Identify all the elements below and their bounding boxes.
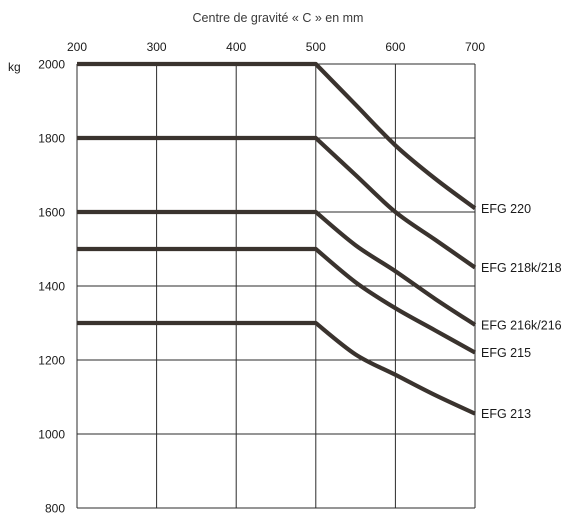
- x-tick-label-300: 300: [147, 40, 167, 54]
- x-tick-label-200: 200: [67, 40, 87, 54]
- series-line-0: [77, 61, 477, 210]
- y-tick-labels: 800 1000 1200 1400 1600 1800 2000: [38, 58, 65, 516]
- series-label-2: EFG 216k/216: [481, 318, 562, 332]
- series-line-4: [77, 320, 476, 416]
- y-axis-unit-label: kg: [8, 60, 21, 74]
- y-tick-label-1000: 1000: [38, 428, 65, 442]
- x-tick-label-700: 700: [465, 40, 485, 54]
- series-labels: EFG 220 EFG 218k/218 EFG 216k/216 EFG 215 EF…: [481, 202, 562, 421]
- x-tick-label-400: 400: [226, 40, 246, 54]
- y-tick-label-800: 800: [45, 502, 65, 516]
- y-tick-label-1600: 1600: [38, 206, 65, 220]
- series-label-1: EFG 218k/218: [481, 261, 562, 275]
- series-line-3: [77, 246, 477, 355]
- series-label-3: EFG 215: [481, 346, 531, 360]
- series-line-2: [77, 209, 477, 327]
- series-label-0: EFG 220: [481, 202, 531, 216]
- x-axis-title: Centre de gravité « C » en mm: [193, 11, 364, 25]
- series-line-1: [77, 135, 477, 270]
- x-tick-label-500: 500: [306, 40, 326, 54]
- series-lines: [77, 61, 477, 416]
- y-tick-label-1200: 1200: [38, 354, 65, 368]
- x-tick-labels: 200 300 400 500 600 700: [67, 40, 485, 54]
- series-label-4: EFG 213: [481, 407, 531, 421]
- y-tick-label-1800: 1800: [38, 132, 65, 146]
- y-tick-label-2000: 2000: [38, 58, 65, 72]
- x-tick-label-600: 600: [385, 40, 405, 54]
- y-tick-label-1400: 1400: [38, 280, 65, 294]
